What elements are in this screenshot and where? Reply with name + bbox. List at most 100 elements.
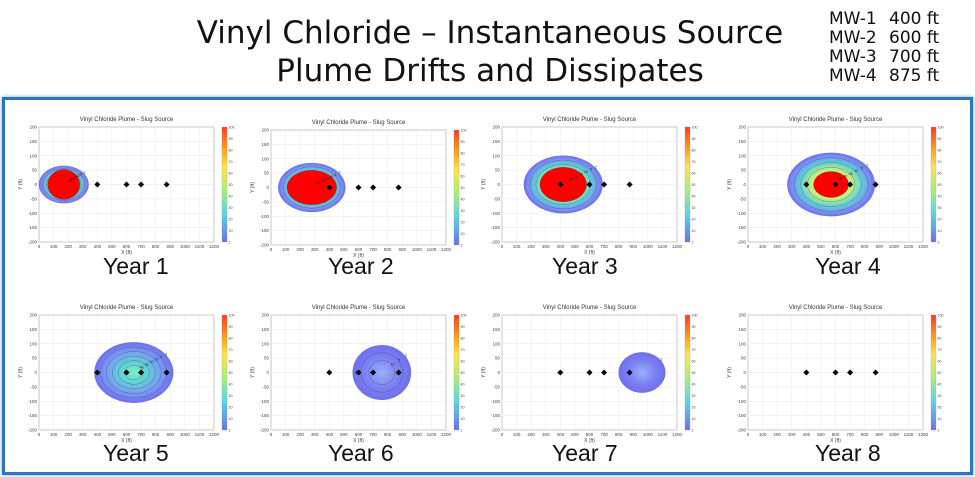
y-tick-label: -100 bbox=[28, 399, 38, 404]
colorbar-tick-label: 70 bbox=[692, 348, 696, 352]
x-tick-label: 800 bbox=[615, 244, 623, 249]
y-tick-label: 100 bbox=[261, 156, 269, 161]
year-label: Year 8 bbox=[815, 440, 881, 466]
y-tick-label: 200 bbox=[738, 125, 746, 130]
y-tick-label: -50 bbox=[493, 384, 500, 389]
x-tick-label: 1100 bbox=[427, 432, 437, 437]
colorbar-tick-label: 90 bbox=[692, 325, 696, 329]
well-marker bbox=[832, 181, 839, 188]
x-tick-label: 1200 bbox=[918, 244, 929, 249]
colorbar-tick-label: 80 bbox=[938, 149, 942, 153]
x-tick-label: 300 bbox=[788, 244, 796, 249]
colorbar-tick-label: 60 bbox=[692, 172, 696, 176]
colorbar-tick-label: 60 bbox=[461, 175, 465, 179]
x-tick-label: 600 bbox=[586, 244, 594, 249]
contour-label: 10 bbox=[854, 169, 858, 173]
y-tick-label: -200 bbox=[28, 428, 38, 433]
y-tick-label: -200 bbox=[260, 428, 270, 433]
y-axis-label: Y (ft) bbox=[18, 367, 24, 378]
contour-label: 2 bbox=[595, 165, 597, 169]
x-tick-label: 300 bbox=[788, 432, 796, 437]
contour-label: 5 bbox=[861, 166, 863, 170]
colorbar-tick-label: 50 bbox=[938, 371, 942, 375]
plume-core bbox=[47, 169, 80, 200]
x-tick-label: 400 bbox=[557, 244, 565, 249]
well-marker bbox=[586, 369, 593, 376]
x-tick-label: 700 bbox=[369, 247, 377, 252]
y-tick-label: -150 bbox=[28, 225, 38, 230]
year-label: Year 3 bbox=[552, 253, 618, 279]
year-label: Year 6 bbox=[328, 440, 394, 466]
colorbar-tick-label: 10 bbox=[692, 417, 696, 421]
colorbar-tick-label: 80 bbox=[461, 337, 465, 341]
contour-line bbox=[112, 355, 156, 390]
x-tick-label: 300 bbox=[542, 432, 550, 437]
x-tick-label: 700 bbox=[600, 244, 608, 249]
y-tick-label: -100 bbox=[491, 399, 501, 404]
x-tick-label: 100 bbox=[759, 432, 767, 437]
y-tick-label: 50 bbox=[32, 168, 38, 173]
chart-title: Vinyl Chloride Plume - Slug Source bbox=[80, 305, 174, 311]
colorbar-tick-label: 10 bbox=[229, 417, 233, 421]
colorbar-tick-label: 20 bbox=[692, 218, 696, 222]
x-tick-label: 1000 bbox=[889, 244, 900, 249]
year-label: Year 4 bbox=[815, 253, 881, 279]
y-tick-label: 100 bbox=[492, 341, 500, 346]
x-tick-label: 0 bbox=[38, 244, 41, 249]
contour-line bbox=[118, 360, 150, 385]
x-tick-label: 100 bbox=[50, 432, 58, 437]
contour-label: 20 bbox=[579, 173, 583, 177]
colorbar-tick-label: 60 bbox=[938, 172, 942, 176]
x-tick-label: 200 bbox=[527, 432, 535, 437]
y-tick-label: 200 bbox=[261, 128, 269, 133]
x-tick-label: 600 bbox=[832, 244, 840, 249]
well-marker bbox=[326, 369, 333, 376]
y-tick-label: 50 bbox=[264, 356, 270, 361]
colorbar-tick-label: 100 bbox=[461, 129, 467, 133]
x-axis-label: X (ft) bbox=[353, 438, 364, 444]
colorbar-tick-label: 30 bbox=[938, 394, 942, 398]
y-axis-label: Y (ft) bbox=[727, 179, 733, 190]
contour-line bbox=[793, 157, 869, 212]
colorbar-tick-label: 50 bbox=[938, 183, 942, 187]
well-marker bbox=[832, 369, 839, 376]
y-tick-label: -200 bbox=[737, 240, 747, 245]
x-tick-label: 100 bbox=[50, 244, 58, 249]
x-axis-label: X (ft) bbox=[830, 250, 841, 256]
x-tick-label: 500 bbox=[108, 432, 116, 437]
colorbar-tick-label: 80 bbox=[938, 337, 942, 341]
x-tick-label: 0 bbox=[501, 432, 504, 437]
colorbar-tick-label: 20 bbox=[692, 406, 696, 410]
x-axis-label: X (ft) bbox=[584, 438, 595, 444]
x-tick-label: 200 bbox=[773, 432, 781, 437]
contour-label: 5 bbox=[398, 358, 400, 362]
contour-label: 50 bbox=[569, 178, 573, 182]
x-tick-label: 100 bbox=[282, 432, 290, 437]
well-marker bbox=[395, 369, 402, 376]
y-tick-label: -150 bbox=[737, 413, 747, 418]
colorbar-tick-label: 30 bbox=[461, 209, 465, 213]
y-tick-label: 50 bbox=[264, 171, 270, 176]
colorbar-tick-label: 40 bbox=[938, 195, 942, 199]
colorbar-tick-label: 30 bbox=[938, 206, 942, 210]
y-axis-label: Y (ft) bbox=[727, 367, 733, 378]
contour-label: 5 bbox=[590, 168, 592, 172]
well-marker bbox=[557, 369, 564, 376]
y-tick-label: -200 bbox=[260, 243, 270, 248]
colorbar-tick-label: 30 bbox=[692, 394, 696, 398]
colorbar-tick-label: 90 bbox=[692, 137, 696, 141]
x-tick-label: 500 bbox=[571, 432, 579, 437]
x-tick-label: 1000 bbox=[412, 247, 423, 252]
x-tick-label: 1000 bbox=[643, 244, 654, 249]
contour-label: 30 bbox=[145, 363, 149, 367]
well-marker bbox=[123, 369, 130, 376]
well-distance: 875 ft bbox=[889, 66, 940, 86]
colorbar-tick-label: 50 bbox=[229, 371, 233, 375]
x-tick-label: 800 bbox=[152, 244, 160, 249]
well-marker bbox=[586, 181, 593, 188]
x-tick-label: 0 bbox=[747, 432, 750, 437]
x-tick-label: 300 bbox=[311, 247, 319, 252]
colorbar-tick-label: 2 bbox=[692, 429, 694, 433]
